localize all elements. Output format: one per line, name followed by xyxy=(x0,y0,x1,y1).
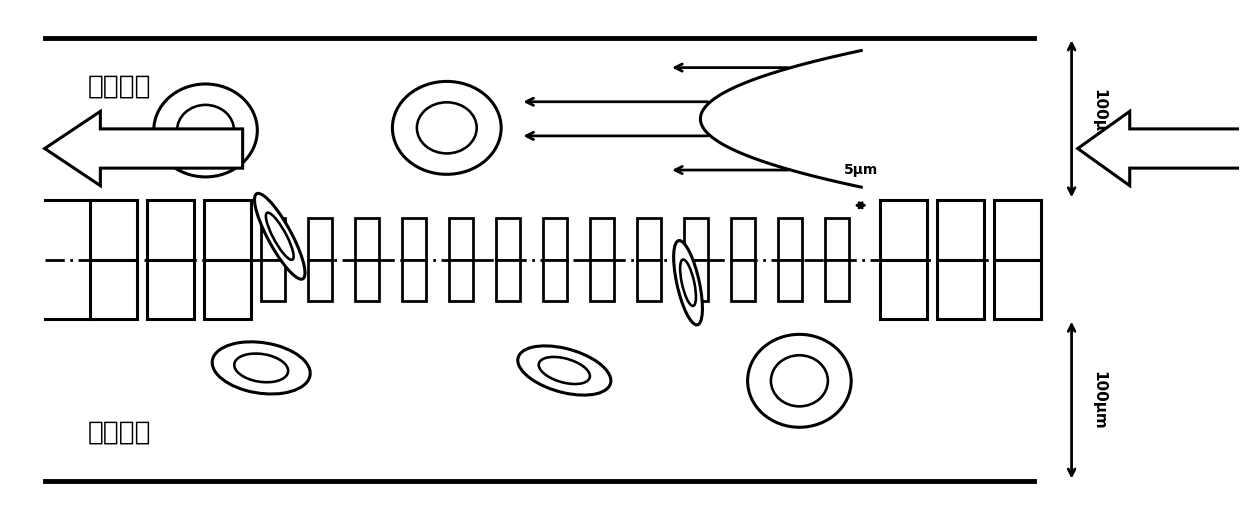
Bar xyxy=(449,218,472,260)
Ellipse shape xyxy=(748,334,851,427)
Ellipse shape xyxy=(154,84,258,177)
Bar xyxy=(637,260,661,301)
Text: 100μm: 100μm xyxy=(1091,371,1106,430)
Bar xyxy=(543,218,567,260)
Bar xyxy=(496,260,520,301)
Ellipse shape xyxy=(680,260,696,306)
Bar xyxy=(684,218,708,260)
Text: 100μm: 100μm xyxy=(1091,89,1106,148)
Bar xyxy=(543,260,567,301)
Bar xyxy=(205,200,252,260)
Bar xyxy=(91,260,138,319)
Ellipse shape xyxy=(673,241,702,325)
Bar xyxy=(880,260,926,319)
Bar xyxy=(148,260,195,319)
Bar xyxy=(148,200,195,260)
Bar xyxy=(590,260,614,301)
Polygon shape xyxy=(1078,112,1240,186)
Bar xyxy=(993,200,1040,260)
Ellipse shape xyxy=(417,102,476,154)
Ellipse shape xyxy=(771,356,828,406)
Bar xyxy=(449,260,472,301)
Ellipse shape xyxy=(392,81,501,174)
Text: 趨化因子: 趨化因子 xyxy=(88,419,151,445)
Ellipse shape xyxy=(538,357,590,384)
Text: 5μm: 5μm xyxy=(843,163,878,177)
Bar xyxy=(732,218,755,260)
Ellipse shape xyxy=(254,194,305,279)
Bar xyxy=(684,260,708,301)
Bar xyxy=(496,218,520,260)
Bar xyxy=(355,260,378,301)
Bar xyxy=(402,260,425,301)
Ellipse shape xyxy=(177,105,234,156)
Bar xyxy=(826,260,849,301)
Bar xyxy=(936,200,983,260)
Ellipse shape xyxy=(265,213,294,260)
Bar xyxy=(355,218,378,260)
Ellipse shape xyxy=(518,346,611,395)
Bar xyxy=(936,260,983,319)
Bar xyxy=(590,218,614,260)
Bar xyxy=(732,260,755,301)
Bar xyxy=(779,218,802,260)
Bar xyxy=(205,260,252,319)
Bar xyxy=(262,218,285,260)
Bar xyxy=(309,218,332,260)
Bar xyxy=(880,200,926,260)
Bar xyxy=(637,218,661,260)
Bar xyxy=(309,260,332,301)
Bar xyxy=(993,260,1040,319)
Text: 细胞悬液: 细胞悬液 xyxy=(88,74,151,100)
Bar xyxy=(91,200,138,260)
Polygon shape xyxy=(45,112,243,186)
Bar xyxy=(262,260,285,301)
Bar xyxy=(402,218,425,260)
Bar xyxy=(779,260,802,301)
Bar xyxy=(826,218,849,260)
Ellipse shape xyxy=(212,342,310,394)
Ellipse shape xyxy=(234,353,288,383)
